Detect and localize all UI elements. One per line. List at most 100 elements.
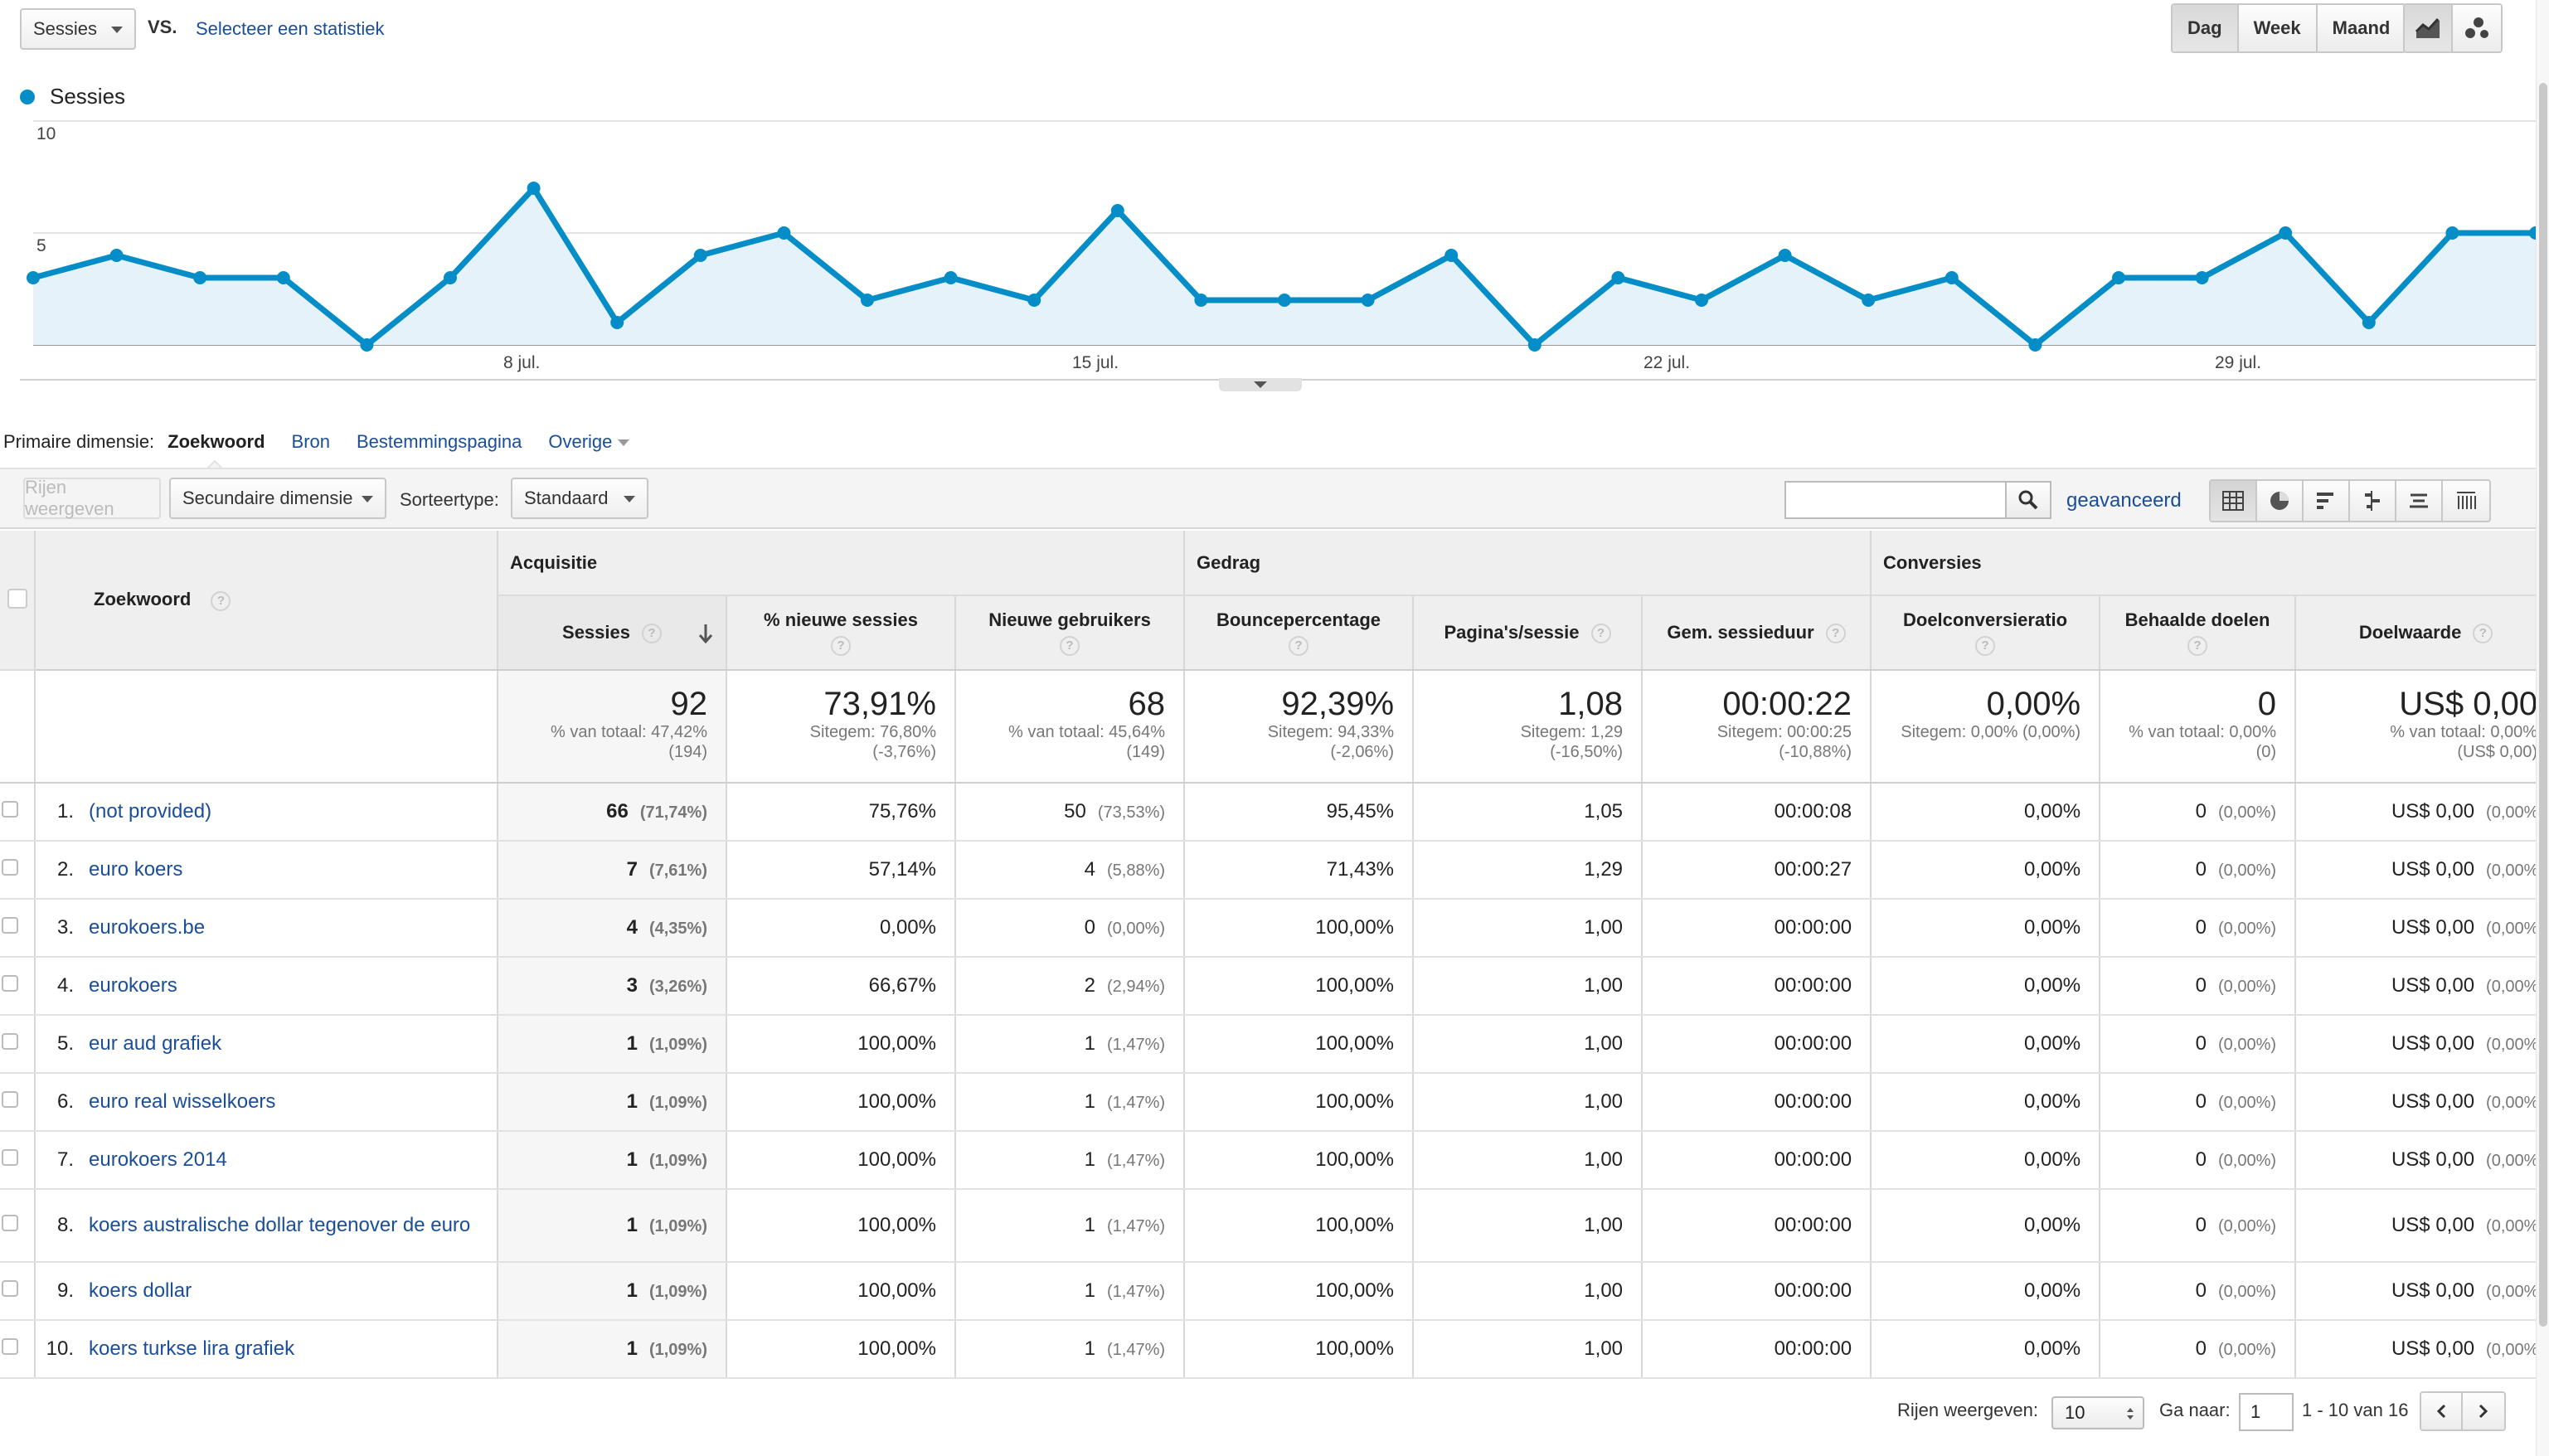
help-icon[interactable]: ? [2473, 624, 2493, 644]
advanced-filter-link[interactable]: geavanceerd [2066, 489, 2182, 512]
data-point[interactable] [861, 294, 874, 307]
data-point[interactable] [2112, 271, 2125, 284]
row-checkbox[interactable] [2, 975, 18, 992]
previous-page-button[interactable] [2421, 1393, 2463, 1429]
help-icon[interactable]: ? [831, 636, 851, 656]
row-checkbox[interactable] [2, 859, 18, 876]
secondary-dimension-select[interactable]: Secundaire dimensie [169, 478, 386, 519]
line-chart-icon[interactable] [2405, 5, 2453, 51]
col-goal-completions-header[interactable]: Behaalde doelen? [2099, 595, 2296, 671]
compare-metric-link[interactable]: Selecteer een statistiek [196, 18, 385, 39]
scrollbar-thumb[interactable] [2539, 83, 2547, 1327]
keyword-link[interactable]: eurokoers.be [89, 916, 206, 939]
keyword-link[interactable]: koers dollar [89, 1279, 192, 1302]
row-checkbox[interactable] [2, 801, 18, 818]
period-month-button[interactable]: Maand [2317, 5, 2406, 51]
rows-per-page-select[interactable]: 10 [2051, 1396, 2144, 1429]
table-search-input[interactable] [1784, 481, 2007, 519]
data-point[interactable] [1945, 271, 1959, 284]
data-point[interactable] [2195, 271, 2209, 284]
data-point[interactable] [27, 271, 40, 284]
help-icon[interactable]: ? [1289, 636, 1309, 656]
row-checkbox[interactable] [2, 1215, 18, 1231]
col-pages-per-session-header[interactable]: Pagina's/sessie? [1412, 595, 1643, 671]
performance-view-icon[interactable] [2304, 481, 2350, 521]
data-point[interactable] [276, 271, 290, 284]
keyword-link[interactable]: koers australische dollar tegenover de e… [89, 1214, 471, 1236]
col-new-sessions-pct-header[interactable]: % nieuwe sessies? [726, 595, 955, 671]
pivot-view-icon[interactable] [2443, 481, 2489, 521]
data-point[interactable] [1361, 294, 1375, 307]
data-point[interactable] [777, 226, 791, 240]
table-view-icon[interactable] [2211, 481, 2257, 521]
data-point[interactable] [2362, 316, 2376, 329]
row-checkbox[interactable] [2, 1280, 18, 1297]
data-point[interactable] [444, 271, 457, 284]
help-icon[interactable]: ? [1975, 636, 1996, 656]
help-icon[interactable]: ? [1590, 624, 1611, 644]
keyword-link[interactable]: eur aud grafiek [89, 1032, 222, 1055]
data-point[interactable] [1862, 294, 1876, 307]
col-new-users-header[interactable]: Nieuwe gebruikers? [954, 595, 1185, 671]
help-icon[interactable]: ? [641, 624, 662, 644]
dimension-tab-other[interactable]: Overige [548, 431, 629, 453]
goto-page-input[interactable]: 1 [2239, 1393, 2294, 1431]
data-point[interactable] [2445, 226, 2459, 240]
data-point[interactable] [360, 338, 374, 352]
data-point[interactable] [1110, 204, 1124, 217]
help-icon[interactable]: ? [211, 590, 231, 611]
col-goal-conversion-rate-header[interactable]: Doelconversieratio? [1870, 595, 2100, 671]
next-page-button[interactable] [2463, 1393, 2504, 1429]
data-point[interactable] [1027, 294, 1041, 307]
keyword-link[interactable]: eurokoers [89, 974, 177, 997]
row-checkbox[interactable] [2, 917, 18, 934]
col-goal-value-header[interactable]: Doelwaarde? [2294, 595, 2549, 671]
data-point[interactable] [1611, 271, 1625, 284]
sort-type-select[interactable]: Standaard [511, 478, 648, 519]
data-point[interactable] [944, 271, 958, 284]
help-icon[interactable]: ? [2187, 636, 2208, 656]
period-week-button[interactable]: Week [2238, 5, 2318, 51]
show-rows-button[interactable]: Rijen weergeven [23, 477, 161, 519]
pie-view-icon[interactable] [2257, 481, 2304, 521]
col-sessions-header[interactable]: Sessies? [497, 595, 726, 671]
row-checkbox[interactable] [2, 1091, 18, 1108]
data-point[interactable] [109, 249, 124, 262]
col-bounce-rate-header[interactable]: Bouncepercentage? [1183, 595, 1414, 671]
data-point[interactable] [1527, 338, 1542, 352]
keyword-link[interactable]: euro koers [89, 858, 183, 881]
search-button[interactable] [2007, 481, 2051, 519]
select-all-checkbox[interactable] [7, 589, 27, 609]
data-point[interactable] [2028, 338, 2042, 352]
data-point[interactable] [193, 271, 207, 284]
data-point[interactable] [1444, 249, 1459, 262]
chart-collapse-handle[interactable] [1219, 378, 1302, 391]
dimension-tab-keyword[interactable]: Zoekwoord [168, 431, 265, 452]
sessions-line-chart[interactable] [0, 0, 2549, 398]
data-point[interactable] [693, 249, 707, 262]
data-point[interactable] [2279, 226, 2293, 240]
help-icon[interactable]: ? [1060, 636, 1080, 656]
data-point[interactable] [527, 182, 541, 195]
keyword-link[interactable]: koers turkse lira grafiek [89, 1337, 295, 1360]
dimension-header[interactable]: Zoekwoord ? [35, 531, 498, 671]
sort-descending-icon[interactable] [697, 623, 714, 649]
period-day-button[interactable]: Dag [2173, 5, 2239, 51]
keyword-link[interactable]: (not provided) [89, 800, 212, 823]
motion-chart-icon[interactable] [2453, 5, 2501, 51]
col-avg-session-duration-header[interactable]: Gem. sessieduur? [1641, 595, 1872, 671]
metric-select[interactable]: Sessies [20, 8, 136, 50]
vertical-scrollbar[interactable] [2536, 0, 2549, 1456]
data-point[interactable] [1695, 294, 1708, 307]
data-point[interactable] [1278, 294, 1291, 307]
dimension-tab-landing-page[interactable]: Bestemmingspagina [357, 431, 522, 452]
data-point[interactable] [1194, 294, 1208, 307]
term-cloud-icon[interactable] [2396, 481, 2443, 521]
row-checkbox[interactable] [2, 1149, 18, 1166]
keyword-link[interactable]: euro real wisselkoers [89, 1090, 276, 1113]
dimension-tab-source[interactable]: Bron [291, 431, 330, 452]
row-checkbox[interactable] [2, 1033, 18, 1050]
row-checkbox[interactable] [2, 1338, 18, 1355]
data-point[interactable] [610, 316, 624, 329]
data-point[interactable] [1778, 249, 1792, 262]
